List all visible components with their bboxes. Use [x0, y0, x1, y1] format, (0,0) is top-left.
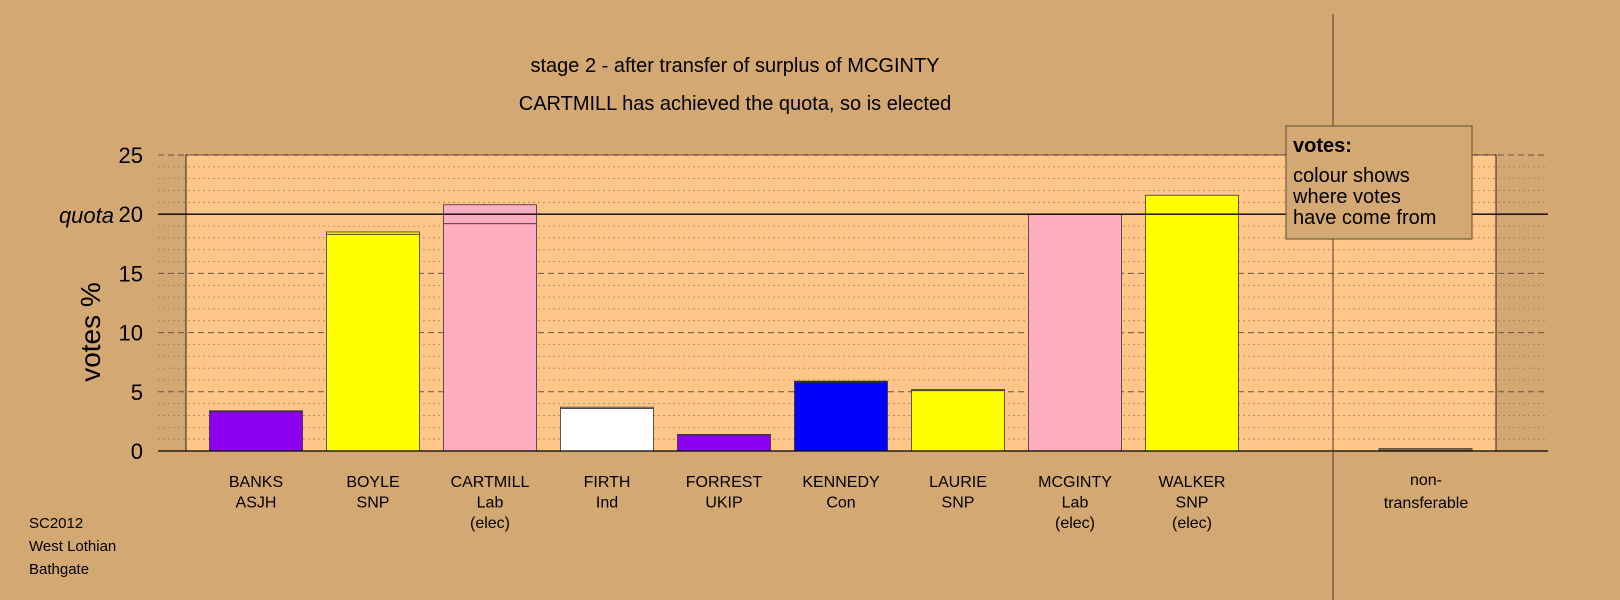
nontransferable-label: non-	[1410, 472, 1442, 489]
nontransferable-label: transferable	[1384, 495, 1469, 512]
x-tick-label: Lab	[477, 495, 504, 512]
bar	[1145, 194, 1239, 452]
y-tick-label: 20	[119, 202, 143, 227]
x-tick-label: Con	[826, 495, 855, 512]
x-tick-label: (elec)	[1172, 515, 1212, 532]
bar	[1028, 213, 1122, 452]
bar	[209, 410, 303, 452]
quota-label: quota	[59, 203, 114, 228]
footer-line: West Lothian	[29, 538, 116, 555]
legend-title: votes:	[1293, 135, 1352, 157]
x-tick-label: Ind	[596, 495, 618, 512]
x-tick-label: FORREST	[686, 474, 763, 491]
bar	[326, 231, 420, 452]
legend-line: colour shows	[1293, 165, 1410, 187]
legend: votes: colour shows where votes have com…	[1285, 125, 1473, 240]
x-tick-label: SNP	[357, 495, 390, 512]
x-tick-label: SNP	[942, 495, 975, 512]
x-tick-label: Lab	[1062, 495, 1089, 512]
bars	[209, 194, 1473, 452]
bar	[560, 406, 654, 452]
y-tick-label: 25	[119, 143, 143, 168]
x-tick-label: CARTMILL	[451, 474, 530, 491]
legend-line: have come from	[1293, 207, 1436, 229]
legend-line: where votes	[1292, 186, 1401, 208]
y-tick-label: 15	[119, 261, 143, 286]
footer-line: Bathgate	[29, 561, 89, 578]
y-axis-label: votes %	[75, 282, 106, 382]
x-tick-label: UKIP	[705, 495, 742, 512]
x-tick-label: BOYLE	[346, 474, 399, 491]
bar	[443, 204, 537, 452]
x-axis-labels: BANKS ASJH BOYLE SNP CARTMILL Lab (elec) FIRTH I…	[229, 474, 1226, 532]
x-tick-label: (elec)	[470, 515, 510, 532]
x-tick-label: SNP	[1176, 495, 1209, 512]
chart-title: stage 2 - after transfer of surplus of M…	[530, 55, 939, 77]
footer-line: SC2012	[29, 515, 83, 532]
x-tick-label: LAURIE	[929, 474, 987, 491]
x-tick-label: KENNEDY	[802, 474, 880, 491]
x-tick-label: FIRTH	[584, 474, 631, 491]
y-tick-label: 10	[119, 321, 143, 346]
x-tick-label: MCGINTY	[1038, 474, 1112, 491]
x-tick-label: BANKS	[229, 474, 283, 491]
x-tick-label: (elec)	[1055, 515, 1095, 532]
chart-subtitle: CARTMILL has achieved the quota, so is e…	[519, 93, 951, 115]
bar	[794, 380, 888, 452]
y-tick-label: 5	[131, 380, 143, 405]
x-tick-label: ASJH	[236, 495, 277, 512]
x-tick-label: WALKER	[1159, 474, 1226, 491]
y-tick-label: 0	[131, 439, 143, 464]
bar	[677, 434, 771, 452]
bar	[911, 389, 1005, 452]
